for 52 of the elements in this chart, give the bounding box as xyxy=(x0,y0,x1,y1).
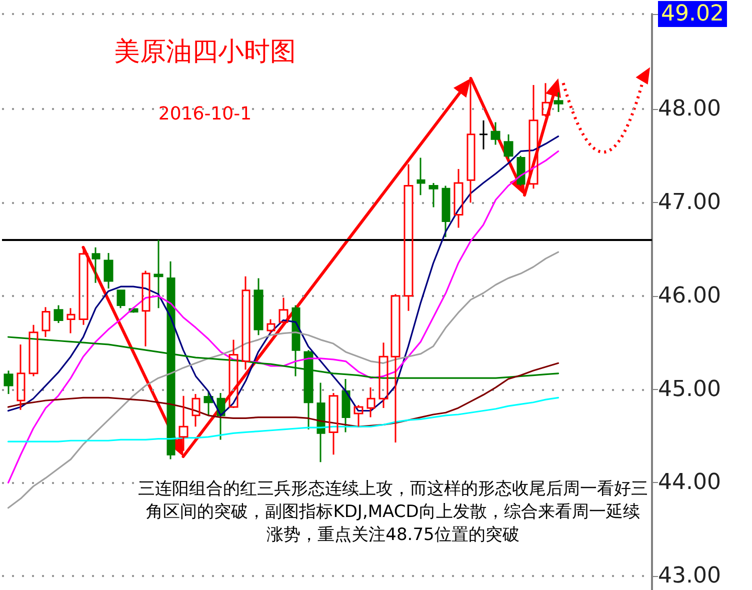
candlestick xyxy=(42,306,50,338)
text: 2016-10-1 xyxy=(158,104,252,124)
candlestick xyxy=(66,307,76,334)
text: 美原油四小时图 xyxy=(114,37,296,67)
y-tick-label: 44.00 xyxy=(658,470,721,496)
candlestick xyxy=(4,370,14,395)
y-tick-label: 49.02 xyxy=(661,2,724,26)
candlestick xyxy=(92,246,100,284)
candlestick xyxy=(542,82,550,118)
candlestick xyxy=(278,297,288,325)
candlestick xyxy=(454,168,464,229)
candlestick xyxy=(316,382,326,463)
candlestick xyxy=(204,390,214,416)
y-tick-label: 45.00 xyxy=(658,376,721,402)
candlestick xyxy=(466,80,476,204)
candlestick xyxy=(254,277,264,336)
candlestick xyxy=(404,164,414,312)
candlestick xyxy=(104,252,114,290)
annotation: 三连阳组合的红三兵形态连续上攻，而这样的形态收尾后周一看好三角区间的突破，副图指标KDJ,MACD向上发散，综合来看周一延续涨势，重点关注48.75位置的突破 xyxy=(138,478,648,547)
candlestick xyxy=(328,392,338,456)
line-series xyxy=(7,135,560,416)
candlestick xyxy=(428,182,438,208)
candlestick xyxy=(192,393,200,428)
candlestick xyxy=(378,342,388,409)
candlestick xyxy=(516,155,526,187)
candlestick xyxy=(178,395,188,452)
candlestick xyxy=(366,386,376,418)
candlestick xyxy=(266,318,276,334)
candlestick xyxy=(228,339,238,409)
y-tick-label: 47.00 xyxy=(658,190,721,216)
candlestick xyxy=(354,404,364,428)
candlestick xyxy=(242,276,250,370)
candlestick xyxy=(390,293,400,444)
candlestick xyxy=(116,290,126,309)
candlestick xyxy=(504,134,514,160)
y-tick-label: 43.00 xyxy=(658,563,721,588)
candlestick xyxy=(342,378,350,433)
candlestick xyxy=(442,185,450,238)
candlestick xyxy=(16,344,26,411)
candlestick xyxy=(154,239,164,309)
candlestick xyxy=(478,120,488,150)
candlestick xyxy=(28,324,38,377)
candlestick xyxy=(78,248,88,326)
candlestick xyxy=(554,92,564,113)
candlestick xyxy=(416,157,426,196)
candlestick xyxy=(490,122,500,146)
line-series xyxy=(7,362,560,428)
y-tick-label: 46.00 xyxy=(658,283,721,308)
candlestick xyxy=(528,84,538,190)
candlestick xyxy=(142,270,150,348)
y-tick-label: 48.00 xyxy=(658,96,721,122)
candlestick xyxy=(54,304,64,324)
